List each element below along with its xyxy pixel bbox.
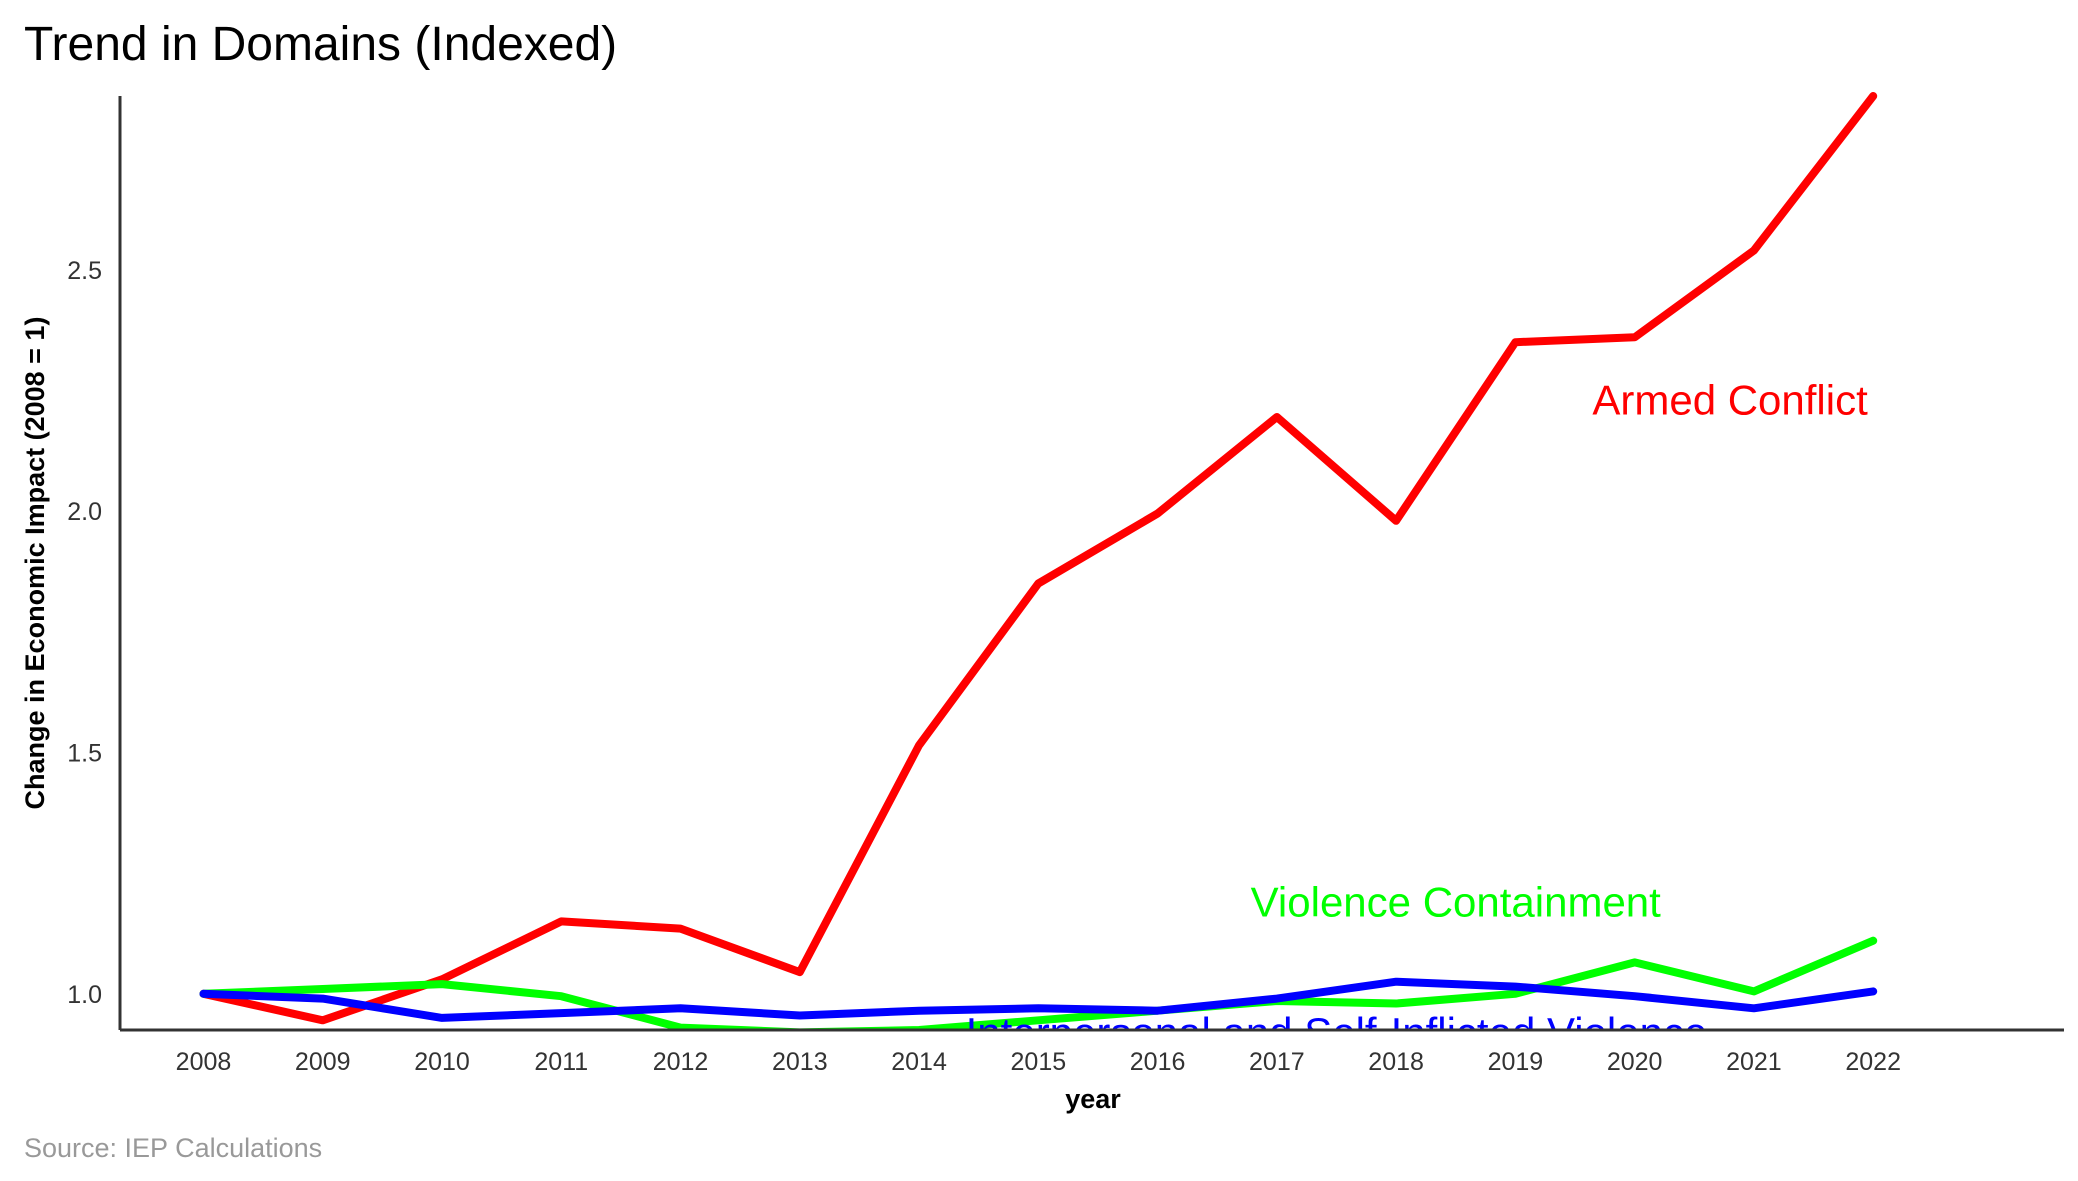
x-tick-label: 2020 bbox=[1607, 1048, 1663, 1076]
y-tick-label: 2.5 bbox=[67, 257, 102, 285]
x-tick-label: 2012 bbox=[653, 1048, 709, 1076]
x-tick-label: 2014 bbox=[891, 1048, 947, 1076]
series-labels: Armed Conflict Violence Containment Interp… bbox=[966, 377, 1868, 1056]
x-tick-label: 2017 bbox=[1249, 1048, 1305, 1076]
y-axis-title: Change in Economic Impact (2008 = 1) bbox=[20, 317, 50, 810]
series-lines bbox=[199, 92, 1878, 1030]
x-tick-label: 2008 bbox=[176, 1048, 232, 1076]
series-label-2: Interpersonal and Self-Inflicted Violenc… bbox=[966, 1009, 1708, 1056]
x-tick-label: 2015 bbox=[1011, 1048, 1067, 1076]
x-axis-ticks: 2008 2009 2010 2011 2012 2013 2014 2015 2016 2017… bbox=[176, 1048, 1901, 1076]
series-line-0 bbox=[199, 92, 1878, 1025]
x-tick-label: 2013 bbox=[772, 1048, 828, 1076]
series-label-0: Armed Conflict bbox=[1592, 377, 1868, 424]
y-tick-label: 1.0 bbox=[67, 981, 102, 1009]
x-tick-label: 2009 bbox=[295, 1048, 351, 1076]
chart-title: Trend in Domains (Indexed) bbox=[24, 18, 617, 71]
x-tick-label: 2011 bbox=[534, 1048, 588, 1076]
y-tick-label: 2.0 bbox=[67, 498, 102, 526]
y-axis-ticks: 1.0 1.5 2.0 2.5 bbox=[67, 257, 102, 1009]
x-tick-label: 2021 bbox=[1726, 1048, 1782, 1076]
x-tick-label: 2022 bbox=[1845, 1048, 1901, 1076]
y-tick-label: 1.5 bbox=[67, 739, 102, 767]
x-tick-label: 2016 bbox=[1130, 1048, 1186, 1076]
x-tick-label: 2019 bbox=[1488, 1048, 1544, 1076]
series-label-1: Violence Containment bbox=[1251, 879, 1661, 926]
x-tick-label: 2018 bbox=[1368, 1048, 1424, 1076]
series-line-1 bbox=[199, 936, 1878, 1030]
series-line-2 bbox=[199, 977, 1878, 1022]
x-axis-title: year bbox=[1065, 1084, 1121, 1114]
x-tick-label: 2010 bbox=[414, 1048, 470, 1076]
source-caption: Source: IEP Calculations bbox=[24, 1133, 322, 1163]
